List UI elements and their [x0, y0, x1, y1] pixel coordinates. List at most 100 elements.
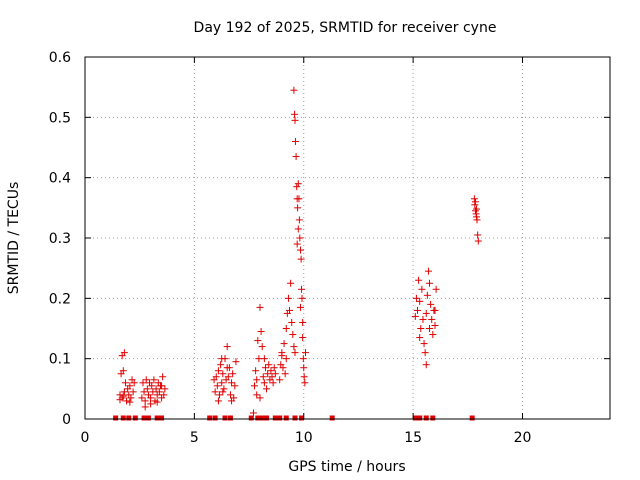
- zero-marker: [423, 415, 429, 421]
- data-point: [267, 367, 275, 375]
- data-point: [302, 349, 309, 357]
- data-point: [294, 204, 302, 212]
- data-point: [160, 391, 168, 399]
- data-point: [121, 379, 129, 387]
- zero-marker: [329, 415, 335, 421]
- data-point: [155, 388, 163, 396]
- data-point: [211, 388, 219, 396]
- data-point: [428, 315, 436, 323]
- data-point: [218, 379, 226, 387]
- zero-marker: [259, 415, 265, 421]
- data-point: [123, 397, 131, 405]
- data-point: [148, 382, 156, 390]
- data-point: [291, 116, 299, 124]
- data-point: [298, 294, 306, 302]
- data-point: [431, 321, 439, 329]
- data-point: [251, 382, 259, 390]
- data-point: [276, 376, 284, 384]
- data-point: [228, 397, 236, 405]
- zero-marker: [283, 415, 289, 421]
- data-point: [260, 379, 268, 387]
- data-point: [229, 370, 237, 378]
- data-point: [299, 355, 307, 363]
- y-tick-label: 0.5: [49, 110, 71, 126]
- data-point: [226, 391, 234, 399]
- data-point: [416, 334, 424, 342]
- data-point: [253, 391, 261, 399]
- data-point: [149, 388, 157, 396]
- data-point: [120, 349, 128, 357]
- data-point: [411, 312, 419, 320]
- data-point: [429, 331, 437, 339]
- zero-marker: [212, 415, 218, 421]
- data-point: [147, 394, 155, 402]
- x-tick-label: 0: [81, 430, 90, 446]
- y-tick-label: 0.6: [49, 50, 71, 66]
- data-point: [291, 349, 299, 357]
- data-point: [414, 306, 421, 314]
- data-point: [258, 343, 266, 351]
- data-point: [261, 364, 269, 372]
- y-tick-label: 0.2: [49, 291, 71, 307]
- data-point: [474, 237, 482, 245]
- data-point: [432, 285, 440, 293]
- data-point: [294, 225, 302, 233]
- data-point: [296, 246, 304, 254]
- data-point: [130, 379, 138, 387]
- data-point: [471, 207, 479, 215]
- data-point: [253, 376, 261, 384]
- y-axis-label: SRMTID / TECUs: [6, 182, 22, 295]
- data-point: [417, 325, 425, 332]
- data-point: [420, 340, 428, 348]
- data-point: [471, 198, 479, 206]
- data-point: [296, 303, 304, 311]
- data-point: [281, 370, 289, 378]
- data-point: [214, 397, 222, 405]
- zero-marker: [469, 415, 475, 421]
- data-point: [158, 382, 166, 390]
- data-point: [431, 306, 439, 314]
- data-point: [120, 388, 128, 396]
- data-point: [470, 195, 478, 203]
- data-point: [142, 376, 150, 384]
- data-point: [143, 385, 151, 393]
- data-point: [298, 285, 306, 293]
- data-point: [293, 183, 301, 191]
- data-point: [282, 325, 290, 332]
- data-point: [294, 180, 302, 188]
- data-point: [126, 398, 134, 406]
- data-point: [139, 379, 147, 387]
- data-point: [412, 294, 420, 302]
- data-point: [288, 318, 296, 326]
- data-point: [297, 255, 305, 263]
- data-point: [424, 267, 432, 275]
- zero-marker: [417, 415, 423, 421]
- data-point: [292, 153, 300, 161]
- data-point: [224, 373, 232, 381]
- data-point: [220, 385, 228, 393]
- data-point: [280, 340, 288, 348]
- y-tick-label: 0.4: [49, 171, 71, 187]
- data-point: [259, 373, 267, 381]
- data-point: [116, 396, 124, 404]
- data-point: [474, 231, 482, 239]
- data-point: [212, 373, 220, 381]
- zero-marker: [299, 415, 305, 421]
- zero-marker: [222, 415, 228, 421]
- data-point: [286, 306, 294, 314]
- data-point: [141, 403, 149, 411]
- zero-marker: [277, 415, 283, 421]
- data-point: [257, 328, 265, 336]
- zero-marker: [264, 415, 270, 421]
- data-point: [256, 394, 264, 402]
- zero-marker: [132, 415, 138, 421]
- data-point: [419, 315, 427, 323]
- y-tick-label: 0.1: [49, 352, 71, 368]
- zero-marker: [120, 415, 126, 421]
- data-point: [223, 343, 231, 351]
- data-point: [287, 279, 295, 287]
- data-point: [299, 318, 307, 326]
- data-point: [270, 364, 278, 372]
- data-point: [140, 388, 148, 396]
